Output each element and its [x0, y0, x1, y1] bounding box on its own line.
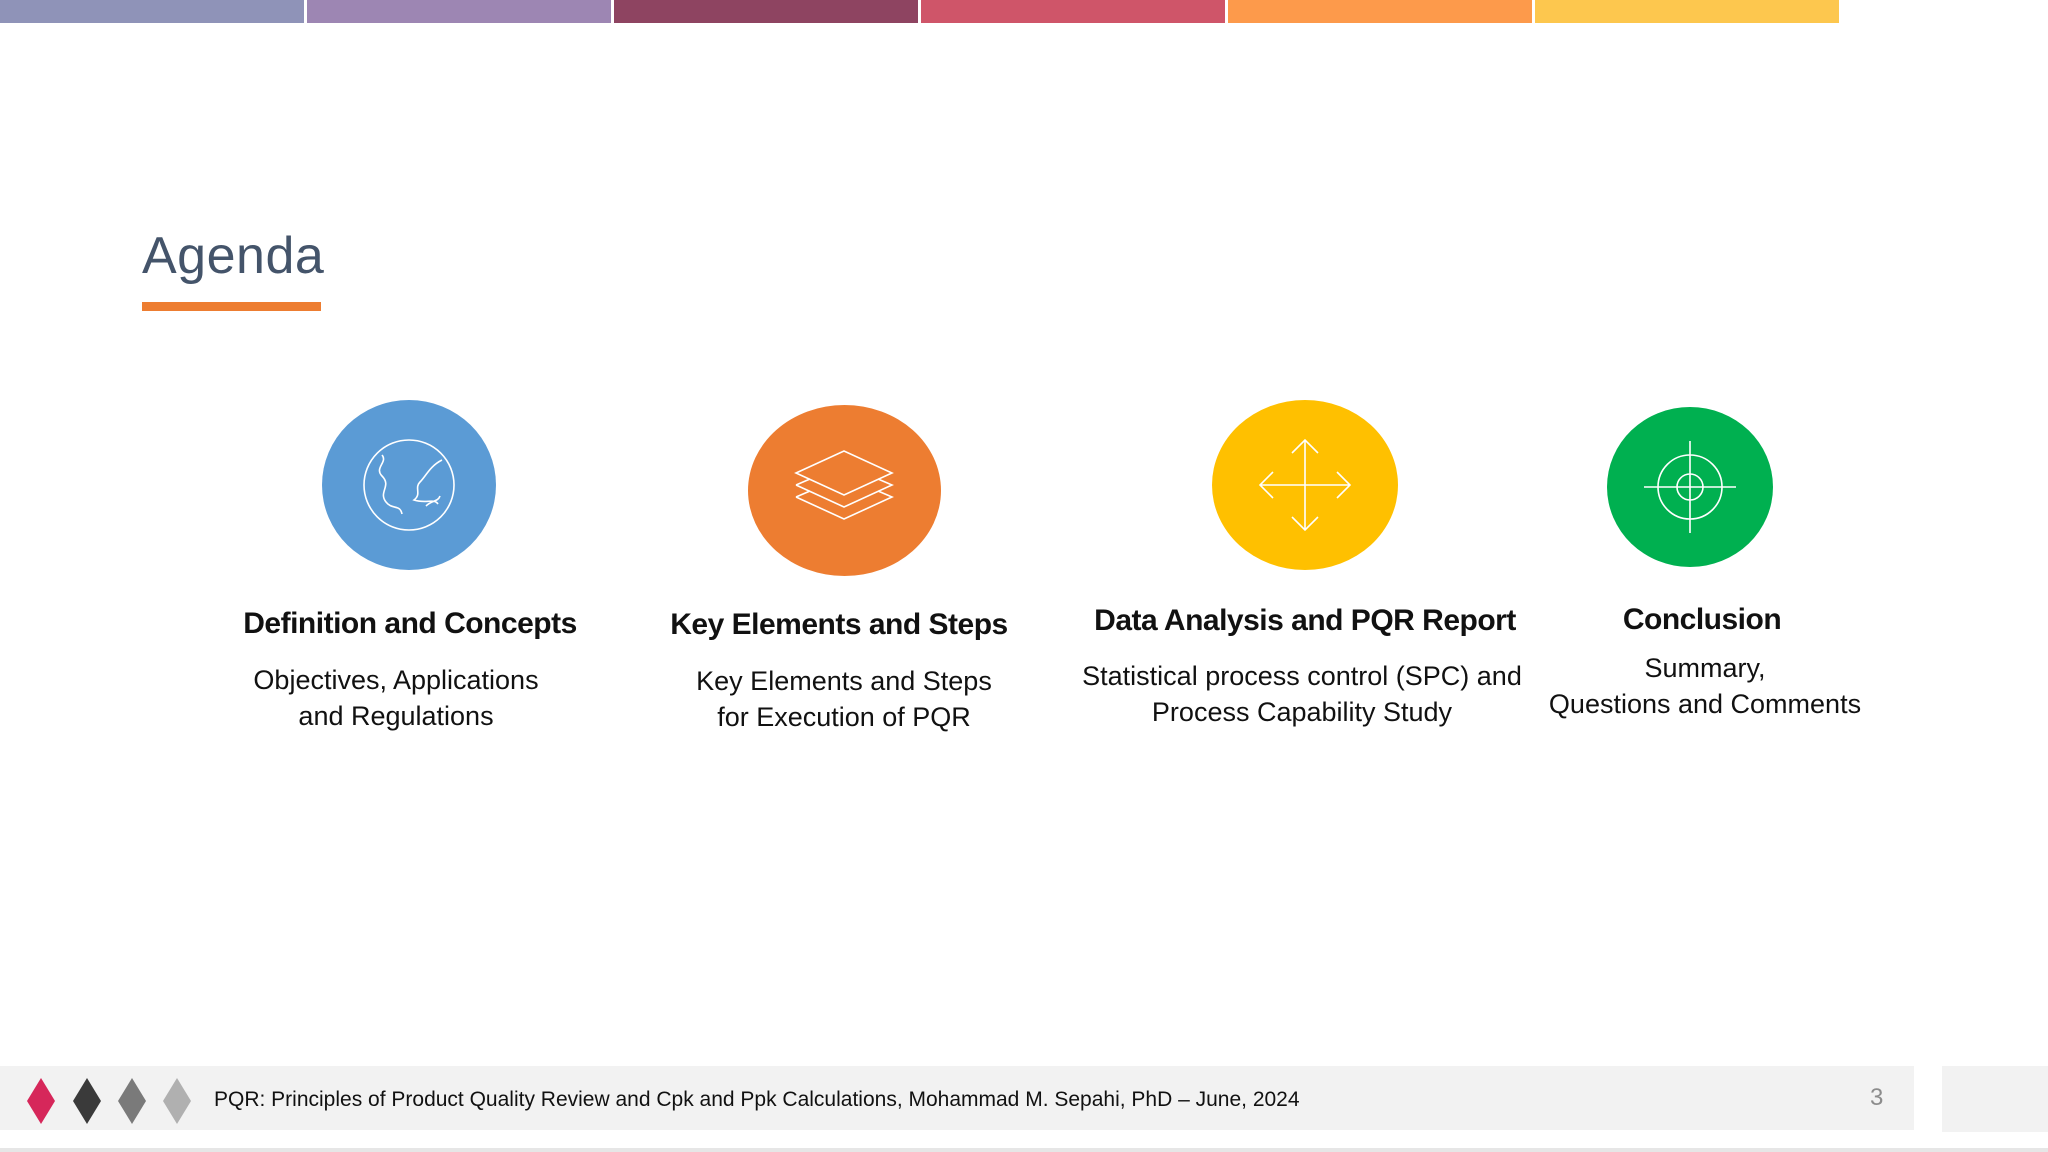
agenda-item-heading: Conclusion [1622, 603, 1782, 636]
diamond-icon [163, 1078, 191, 1124]
crosshair-icon [1644, 441, 1736, 533]
footer-right-panel [1942, 1066, 2048, 1132]
move-arrows-icon [1258, 438, 1352, 532]
crosshair-icon-circle [1607, 407, 1773, 567]
title-underline [142, 302, 321, 311]
layers-icon-circle [748, 405, 941, 576]
agenda-item-subtitle-line: Objectives, Applications [253, 665, 539, 695]
agenda-item-subtitle-line: Questions and Comments [1548, 689, 1862, 719]
agenda-item-heading: Key Elements and Steps [670, 608, 1008, 641]
agenda-item-subtitle: Statistical process control (SPC) and Pr… [1062, 658, 1542, 730]
agenda-item-subtitle: Summary, Questions and Comments [1465, 650, 1945, 722]
globe-icon-circle [322, 400, 496, 570]
agenda-item-subtitle: Objectives, Applications and Regulations [156, 662, 636, 734]
diamond-icon [73, 1078, 101, 1124]
layers-icon [794, 450, 894, 520]
agenda-item-heading: Data Analysis and PQR Report [1094, 604, 1516, 637]
strip-segment [614, 0, 918, 23]
agenda-item-subtitle-line: Summary, [1644, 653, 1766, 683]
agenda-item-subtitle-line: Statistical process control (SPC) and [1082, 661, 1522, 691]
move-arrows-icon-circle [1212, 400, 1398, 570]
diamond-icon [27, 1078, 55, 1124]
strip-segment [307, 0, 611, 23]
page-number: 3 [1870, 1084, 1884, 1111]
slide-title: Agenda [142, 227, 325, 285]
agenda-item-subtitle-line: Process Capability Study [1151, 697, 1453, 727]
agenda-item-subtitle-line: for Execution of PQR [717, 702, 971, 732]
diamond-icon [118, 1078, 146, 1124]
strip-segment [0, 0, 304, 23]
strip-segment [1228, 0, 1532, 23]
top-color-strip [0, 0, 1842, 23]
agenda-item-subtitle-line: and Regulations [298, 701, 494, 731]
agenda-item-subtitle-line: Key Elements and Steps [696, 666, 992, 696]
footer-bottom-line [0, 1148, 2048, 1152]
footer-bar [0, 1066, 1914, 1130]
strip-segment [1535, 0, 1839, 23]
globe-icon [363, 439, 455, 531]
footer-citation: PQR: Principles of Product Quality Revie… [214, 1088, 1300, 1111]
agenda-item-subtitle: Key Elements and Steps for Execution of … [604, 663, 1084, 735]
diamond-logo-icon [27, 1078, 191, 1124]
strip-segment [921, 0, 1225, 23]
agenda-item-heading: Definition and Concepts [243, 607, 577, 640]
